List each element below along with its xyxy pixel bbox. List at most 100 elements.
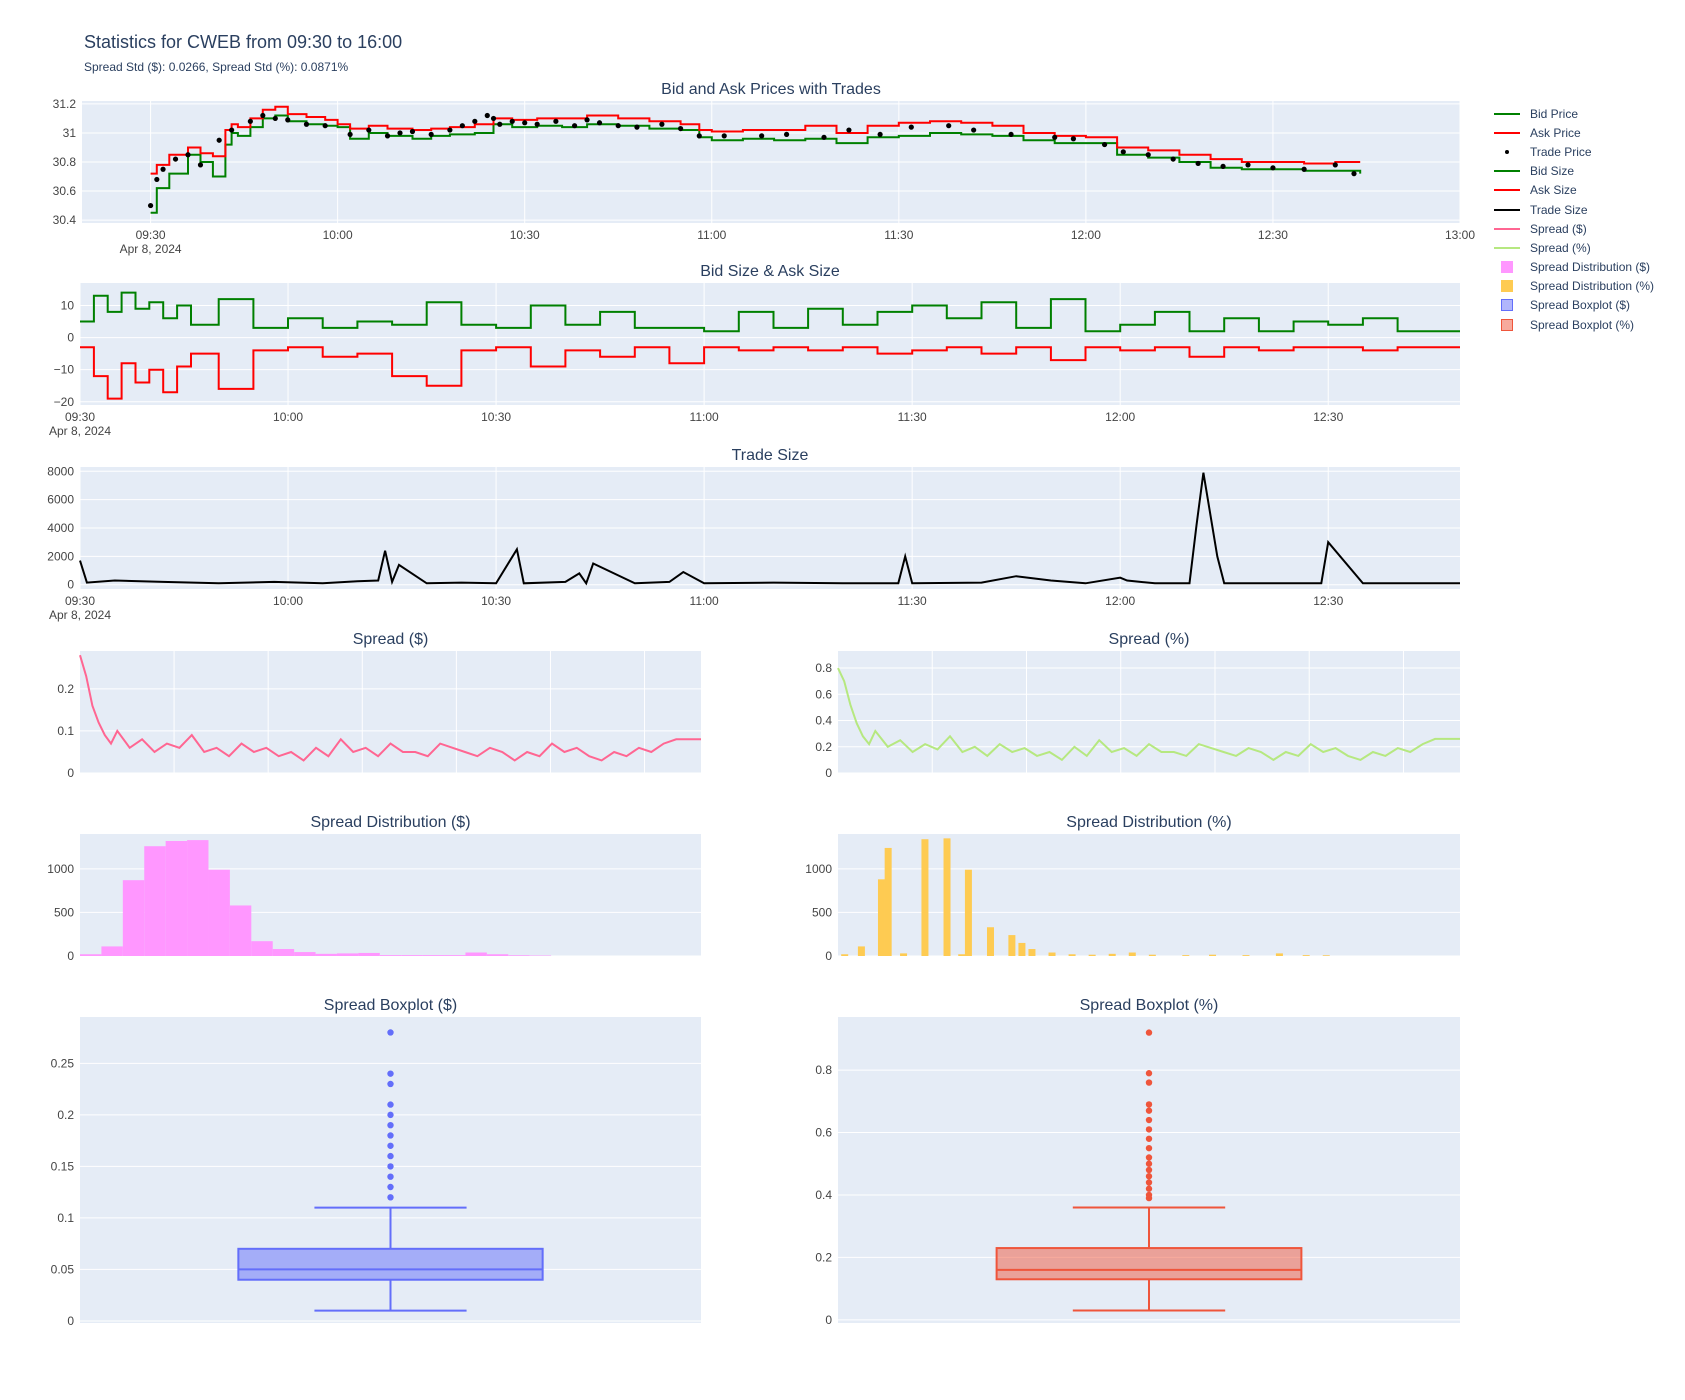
y-tick-label: 0 (67, 331, 74, 345)
legend-item[interactable]: Trade Size (1490, 200, 1654, 219)
panel-title: Spread Boxplot ($) (324, 997, 457, 1014)
legend-item[interactable]: Trade Price (1490, 142, 1654, 161)
histogram-bar (900, 953, 908, 956)
legend-label: Spread Distribution ($) (1530, 260, 1651, 275)
panel-prices: Bid and Ask Prices with Trades 30.4 30.6 30… (53, 81, 1476, 256)
legend-label: Bid Price (1530, 106, 1579, 121)
trade-point (472, 118, 478, 124)
histogram-bar (1008, 935, 1016, 956)
y-tick-label: 0 (67, 766, 74, 780)
trade-point (783, 131, 790, 138)
x-tick-label: 11:30 (898, 594, 927, 608)
outlier-point (1145, 1191, 1153, 1199)
histogram-bar (1068, 954, 1076, 956)
trade-point (160, 166, 166, 172)
trade-point (285, 117, 291, 123)
y-tick-label: 0.1 (57, 1211, 74, 1225)
histogram-bar (1302, 955, 1310, 956)
outlier-point (387, 1163, 394, 1170)
plot-area (838, 834, 1460, 956)
x-tick-label: 11:00 (697, 228, 726, 242)
box-iqr (237, 1247, 544, 1281)
y-tick-label: 0 (67, 1314, 74, 1328)
trade-point (366, 127, 372, 133)
y-tick-label: 0.2 (815, 1250, 832, 1264)
ask-size-line (80, 346, 1460, 400)
trade-point (216, 137, 222, 143)
histogram-bar (1242, 955, 1250, 956)
trade-point (846, 127, 852, 133)
histogram-bar (1018, 942, 1026, 956)
legend-item[interactable]: Spread ($) (1490, 219, 1654, 238)
y-tick-label: 4000 (47, 521, 74, 535)
trade-point (260, 112, 266, 119)
legend-line-icon (1490, 108, 1524, 120)
outlier-point (387, 1121, 394, 1129)
legend-item[interactable]: Ask Price (1490, 123, 1654, 142)
plot-area (80, 651, 701, 773)
histogram-bar (336, 953, 359, 956)
plot-area (838, 651, 1460, 773)
trade-point (659, 121, 665, 127)
histogram-bar (1088, 954, 1096, 956)
y-tick-label: 0 (825, 766, 832, 780)
trade-point (1195, 160, 1201, 167)
histogram-bar (208, 869, 230, 956)
legend-label: Spread Boxplot (%) (1530, 317, 1635, 332)
y-tick-label: 1000 (47, 862, 74, 876)
x-date-label: Apr 8, 2024 (120, 242, 182, 256)
y-tick-label: 0.4 (815, 1188, 832, 1202)
outlier-point (387, 1194, 394, 1201)
histogram-bar (508, 955, 530, 956)
trade-point (821, 134, 827, 140)
trade-point (1070, 136, 1077, 142)
outlier-point (1145, 1070, 1153, 1077)
x-tick-label: 12:00 (1105, 594, 1135, 608)
y-tick-label: 0.2 (815, 740, 832, 754)
histogram-bar (272, 949, 295, 956)
histogram-bar (1209, 954, 1217, 956)
trade-point (759, 133, 765, 139)
x-tick-label: 12:00 (1105, 410, 1135, 424)
trade-point (497, 121, 503, 127)
x-tick-label: 11:30 (884, 228, 913, 242)
legend-item[interactable]: Spread Boxplot ($) (1490, 296, 1654, 315)
histogram-bar (401, 955, 423, 956)
y-tick-label: 30.8 (53, 155, 77, 169)
outlier-point (1145, 1144, 1153, 1152)
legend-item[interactable]: Ask Size (1490, 181, 1654, 200)
legend-item[interactable]: Spread Distribution (%) (1490, 277, 1654, 296)
y-tick-label: 0.2 (57, 682, 74, 696)
legend-item[interactable]: Spread Boxplot (%) (1490, 315, 1654, 334)
panel-spread_usd: Spread ($) 0 0.1 0.2 (57, 631, 701, 780)
legend-line-icon (1490, 242, 1524, 254)
trade-point (522, 120, 528, 126)
bid-size-line (80, 291, 1460, 333)
x-tick-label: 09:30 (65, 594, 95, 608)
legend-item[interactable]: Spread Distribution ($) (1490, 258, 1654, 277)
legend-item[interactable]: Spread (%) (1490, 238, 1654, 257)
x-tick-label: 10:00 (273, 410, 303, 424)
trade-point (229, 127, 235, 133)
outlier-point (1145, 1116, 1153, 1124)
trade-point (677, 125, 684, 132)
trade-point (247, 118, 253, 124)
y-tick-label: 500 (812, 905, 832, 919)
histogram-bar (80, 954, 102, 956)
y-tick-label: 1000 (805, 862, 832, 876)
figure-subtitle: Spread Std ($): 0.0266, Spread Std (%): … (84, 60, 349, 74)
trade-point (571, 123, 578, 129)
trade-point (272, 115, 278, 122)
outlier-point (1145, 1185, 1153, 1192)
x-tick-label: 11:00 (690, 410, 719, 424)
x-tick-label: 09:30 (136, 228, 166, 242)
trade-point (509, 118, 515, 124)
legend-item[interactable]: Bid Price (1490, 104, 1654, 123)
histogram-bar (1108, 953, 1116, 956)
legend-item[interactable]: Bid Size (1490, 162, 1654, 181)
histogram-bar (1048, 952, 1056, 956)
trade-point (459, 123, 465, 129)
panel-box_pct: Spread Boxplot (%) 0 0.2 0.4 0.6 0.8 (815, 997, 1460, 1327)
legend-marker-icon (1490, 146, 1524, 158)
